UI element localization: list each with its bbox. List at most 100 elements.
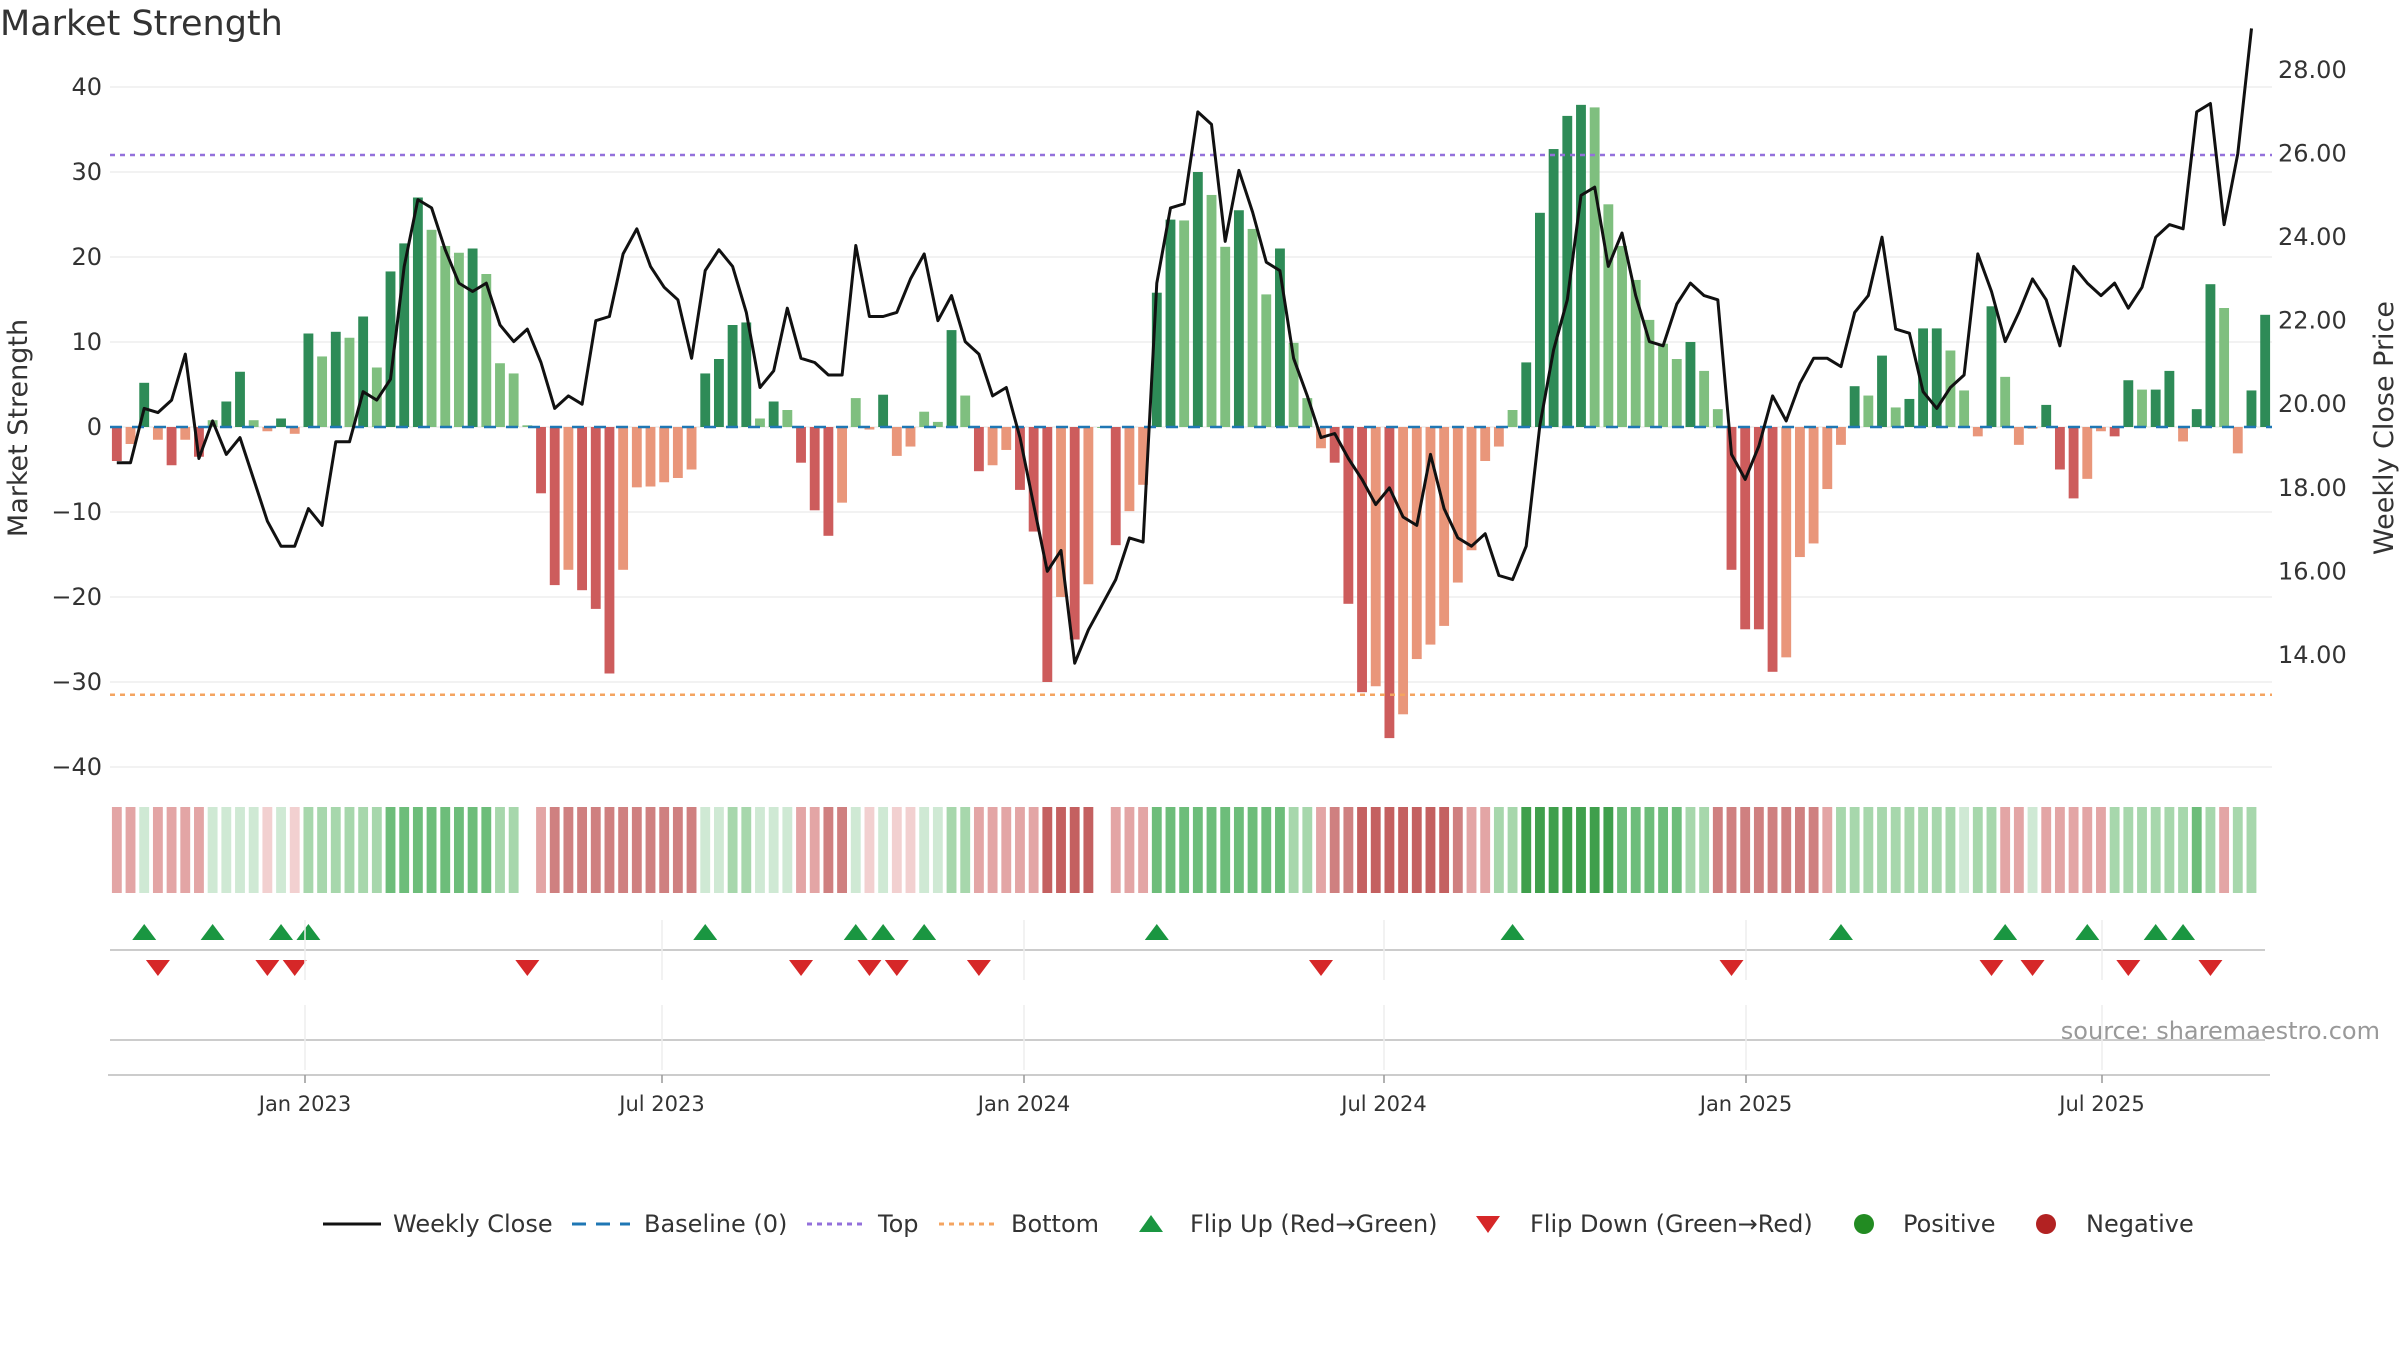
- regime-cell: [2013, 807, 2024, 893]
- y-tick-label-right: 26.00: [2278, 140, 2347, 168]
- strength-bar: [618, 427, 629, 570]
- flip-up-marker: [200, 924, 225, 940]
- regime-cell: [2054, 807, 2065, 893]
- regime-cell: [1904, 807, 1915, 893]
- strength-bar: [1110, 427, 1121, 546]
- strength-bar: [2041, 404, 2052, 427]
- strength-bar: [946, 330, 957, 427]
- regime-cell: [1863, 807, 1874, 893]
- regime-cell: [1288, 807, 1299, 893]
- x-tick-label: Jul 2023: [617, 1092, 704, 1116]
- flip-down-marker: [145, 960, 170, 976]
- strength-bar: [1740, 427, 1751, 630]
- regime-cell: [385, 807, 396, 893]
- regime-cell: [1576, 807, 1586, 893]
- regime-cell: [166, 807, 177, 893]
- strength-bar: [1343, 427, 1354, 604]
- regime-cell: [905, 807, 916, 893]
- strength-bar: [1261, 294, 1272, 427]
- strength-bar: [1288, 342, 1299, 427]
- strength-bar: [412, 197, 423, 427]
- strength-bar: [878, 394, 889, 427]
- regime-cell: [317, 807, 328, 893]
- strength-bar: [563, 427, 574, 570]
- strength-bar: [1712, 409, 1723, 427]
- regime-cell: [1206, 807, 1217, 893]
- strength-bar: [1138, 427, 1149, 485]
- strength-bar: [1726, 427, 1737, 570]
- flip-down-marker: [2116, 960, 2141, 976]
- chart-title: Market Strength: [0, 4, 283, 44]
- strength-bar: [796, 427, 806, 463]
- regime-cell: [111, 807, 122, 893]
- flip-up-marker: [843, 924, 868, 940]
- regime-cell: [850, 807, 861, 893]
- regime-cell: [276, 807, 286, 893]
- strength-bar: [1877, 355, 1887, 427]
- flip-markers: [110, 924, 2265, 976]
- regime-cell: [1507, 807, 1518, 893]
- regime-cell: [125, 807, 136, 893]
- regime-cell: [1220, 807, 1231, 893]
- regime-cell: [1658, 807, 1669, 893]
- regime-cell: [2027, 807, 2038, 893]
- regime-cell: [672, 807, 683, 893]
- regime-cell: [180, 807, 191, 893]
- strength-bar: [262, 427, 273, 432]
- regime-cell: [919, 807, 930, 893]
- strength-bar: [837, 427, 847, 503]
- legend-label: Negative: [2086, 1210, 2194, 1238]
- strength-bar: [1466, 427, 1477, 551]
- regime-cell: [2205, 807, 2216, 893]
- strength-bar: [1329, 427, 1340, 463]
- regime-cell: [2164, 807, 2175, 893]
- regime-cell: [549, 807, 560, 893]
- regime-cell: [495, 807, 505, 893]
- strength-bar: [604, 427, 615, 674]
- y-tick-label-right: 28.00: [2278, 56, 2347, 84]
- regime-cell: [152, 807, 163, 893]
- regime-cell: [221, 807, 232, 893]
- y-tick-label-right: 18.00: [2278, 474, 2347, 502]
- y-tick-label-left: −40: [51, 753, 102, 781]
- strength-bar: [1931, 328, 1942, 427]
- regime-cell: [1042, 807, 1053, 893]
- y-tick-label-right: 16.00: [2278, 557, 2347, 585]
- y-tick-label-left: 40: [71, 73, 102, 101]
- flip-down-marker: [2198, 960, 2223, 976]
- flip-up-marker: [1144, 924, 1169, 940]
- regime-cell: [207, 807, 218, 893]
- strength-bar: [289, 427, 300, 434]
- flip-down-marker: [789, 960, 814, 976]
- x-tick-label: Jan 2023: [257, 1092, 352, 1116]
- strength-bar: [221, 401, 232, 427]
- strength-bar: [549, 427, 560, 586]
- regime-cell: [1740, 807, 1751, 893]
- regime-cell: [1480, 807, 1491, 893]
- regime-cell: [1110, 807, 1121, 893]
- flip-down-marker: [1719, 960, 1744, 976]
- strength-bar: [194, 427, 204, 457]
- strength-bar: [1521, 362, 1532, 427]
- regime-cell: [1685, 807, 1696, 893]
- regime-cell: [590, 807, 601, 893]
- strength-bar: [1630, 279, 1641, 427]
- regime-cell: [645, 807, 656, 893]
- strength-bar: [1836, 427, 1846, 445]
- regime-cell: [713, 807, 724, 893]
- x-axis: Jan 2023 Jul 2023 Jan 2024 Jul 2024 Jan 2025…: [108, 920, 2270, 1116]
- regime-cell: [1931, 807, 1942, 893]
- regime-cell: [1726, 807, 1737, 893]
- strength-bar: [1753, 427, 1764, 630]
- legend: Weekly Close Baseline (0) Top Bottom Flip Up…: [323, 1210, 2194, 1238]
- strength-bar: [358, 316, 369, 427]
- flip-down-marker: [966, 960, 991, 976]
- strength-bar: [1904, 398, 1915, 427]
- regime-cell: [1179, 807, 1190, 893]
- flip-up-marker: [269, 924, 294, 940]
- regime-cell: [330, 807, 341, 893]
- strength-bar: [2123, 380, 2134, 427]
- strength-bar: [1658, 343, 1669, 427]
- strength-bar: [2232, 427, 2243, 454]
- regime-cell: [1001, 807, 1012, 893]
